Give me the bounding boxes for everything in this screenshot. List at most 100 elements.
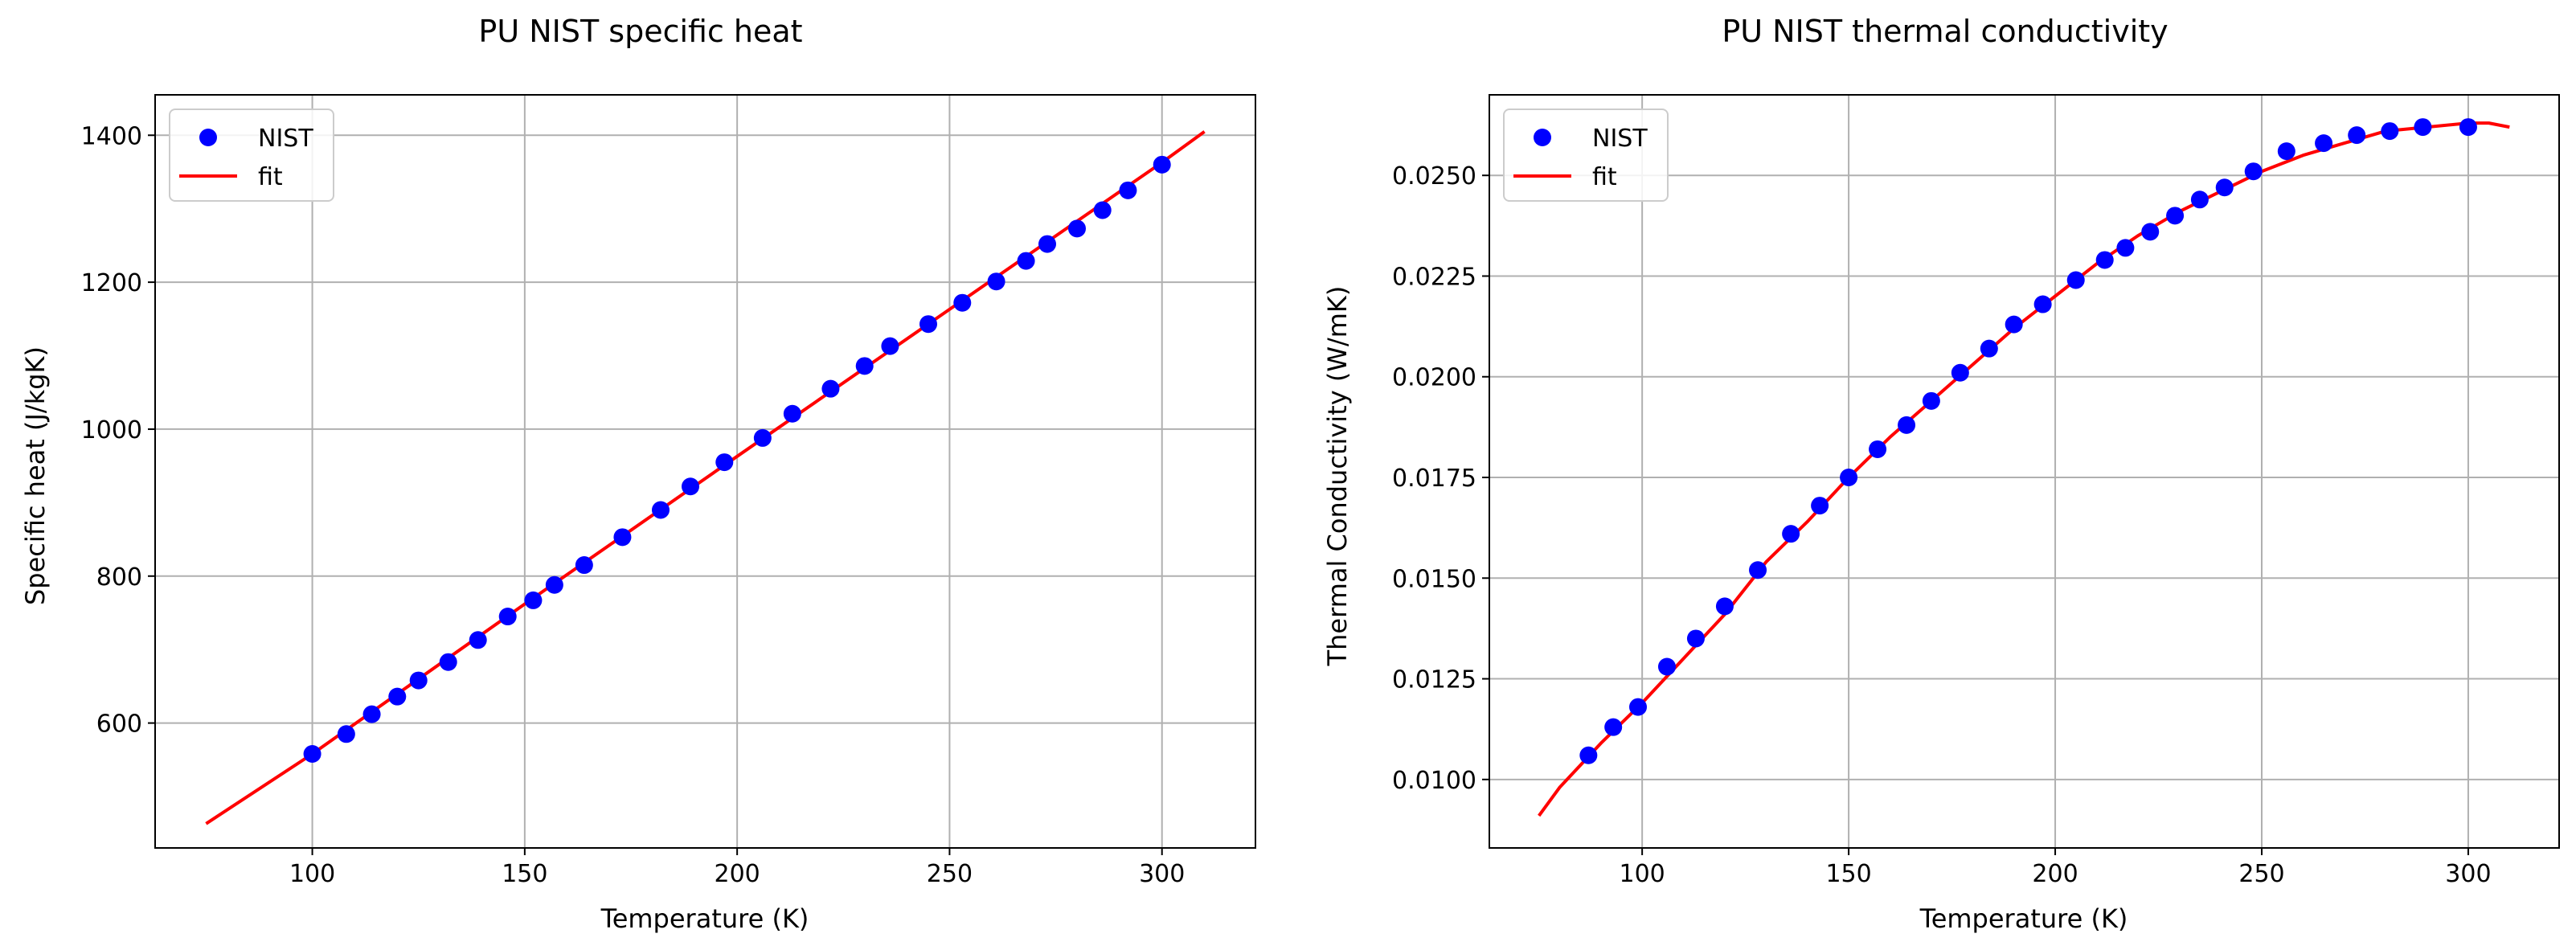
- x-axis-label: Temperature (K): [1919, 903, 2128, 934]
- axes-frame: [1489, 94, 2560, 849]
- data-point: [1629, 698, 1648, 716]
- x-tick-label: 100: [1620, 860, 1665, 888]
- chart-title: PU NIST thermal conductivity: [1722, 14, 2168, 49]
- data-point: [2166, 207, 2185, 225]
- data-point: [1840, 469, 1858, 487]
- legend-label: NIST: [1592, 125, 1648, 153]
- y-tick-label: 0.0250: [1392, 162, 1476, 190]
- data-point: [881, 337, 899, 355]
- data-point: [2414, 118, 2432, 137]
- data-point: [2033, 295, 2052, 313]
- data-point: [1119, 181, 1137, 199]
- data-point: [2277, 142, 2295, 161]
- legend: NIST fit: [1503, 109, 1669, 202]
- data-point: [2348, 126, 2366, 145]
- fit-line: [205, 130, 1206, 825]
- chart-thermal-conductivity: PU NIST thermal conductivity Temperature…: [1322, 14, 2560, 934]
- y-tick-label: 600: [96, 711, 142, 739]
- data-point: [919, 315, 937, 334]
- data-point: [2066, 271, 2085, 289]
- data-point: [953, 293, 972, 312]
- x-tick-label: 250: [2238, 860, 2284, 888]
- y-axis-label: Specific heat (J/kgK): [20, 346, 51, 605]
- data-point: [753, 428, 772, 447]
- y-tick-label: 0.0125: [1392, 666, 1476, 694]
- chart-specific-heat: PU NIST specific heat Temperature (K) Sp…: [20, 14, 1256, 934]
- data-point: [1017, 252, 1035, 270]
- data-point: [1068, 219, 1086, 238]
- data-point: [1093, 201, 1112, 219]
- data-point: [1153, 155, 1171, 174]
- y-tick-label: 800: [96, 563, 142, 592]
- plot-area: [205, 130, 1206, 825]
- legend-box: [1503, 109, 1669, 202]
- y-tick-label: 0.0200: [1392, 364, 1476, 392]
- data-point: [469, 631, 487, 649]
- y-tick-label: 0.0100: [1392, 767, 1476, 795]
- data-point: [2095, 251, 2114, 269]
- x-tick-label: 150: [1825, 860, 1871, 888]
- data-point: [1951, 363, 1969, 382]
- data-point: [613, 528, 632, 547]
- data-point: [1922, 391, 1940, 410]
- data-point: [1980, 339, 1998, 358]
- x-tick-label: 300: [1139, 860, 1185, 888]
- chart-title: PU NIST specific heat: [478, 14, 802, 49]
- x-tick-label: 300: [2445, 860, 2491, 888]
- y-tick-label: 1400: [81, 122, 142, 150]
- plot-area: [1538, 118, 2510, 817]
- legend-marker: [199, 129, 217, 146]
- data-point: [2190, 190, 2209, 209]
- data-point: [821, 379, 840, 398]
- data-point: [2459, 118, 2477, 137]
- legend-box: [169, 109, 334, 202]
- data-point: [652, 501, 670, 519]
- y-tick-label: 0.0225: [1392, 263, 1476, 291]
- data-point: [1038, 235, 1056, 253]
- data-point: [1715, 597, 1734, 616]
- data-point: [2116, 239, 2135, 257]
- data-point: [2141, 223, 2160, 241]
- data-point: [303, 744, 321, 763]
- data-point: [2315, 134, 2333, 153]
- data-point: [1579, 746, 1598, 764]
- data-point: [783, 404, 801, 423]
- fit-line: [1538, 121, 2510, 817]
- data-point: [337, 725, 355, 743]
- x-tick-label: 150: [502, 860, 547, 888]
- data-point: [2381, 122, 2399, 141]
- y-tick-label: 1000: [81, 416, 142, 444]
- data-point: [1869, 440, 1887, 458]
- y-tick-label: 1200: [81, 269, 142, 297]
- x-tick-label: 200: [715, 860, 760, 888]
- x-tick-label: 250: [927, 860, 973, 888]
- data-point: [575, 556, 593, 575]
- data-point: [2005, 315, 2023, 334]
- data-point: [545, 575, 563, 594]
- y-tick-label: 0.0150: [1392, 565, 1476, 593]
- data-point: [409, 671, 428, 690]
- data-point: [2215, 178, 2234, 197]
- data-point: [2244, 162, 2263, 181]
- data-point: [1782, 525, 1800, 543]
- y-tick-label: 0.0175: [1392, 465, 1476, 493]
- data-point: [855, 357, 874, 375]
- data-point: [1604, 718, 1623, 736]
- data-point: [1811, 497, 1829, 515]
- data-point: [682, 477, 699, 496]
- data-point: [1749, 561, 1767, 579]
- data-point: [498, 608, 517, 626]
- x-axis-label: Temperature (K): [600, 903, 809, 934]
- data-point: [1657, 657, 1676, 676]
- y-axis-label: Thermal Conductivity (W/mK): [1322, 286, 1353, 667]
- legend-marker: [1534, 129, 1551, 146]
- data-point: [1898, 416, 1916, 434]
- data-point: [987, 272, 1005, 291]
- data-point: [439, 653, 457, 671]
- legend-label: NIST: [258, 125, 313, 153]
- data-point: [715, 453, 734, 472]
- data-point: [1686, 629, 1705, 648]
- axes-frame: [154, 94, 1256, 849]
- x-tick-label: 100: [289, 860, 335, 888]
